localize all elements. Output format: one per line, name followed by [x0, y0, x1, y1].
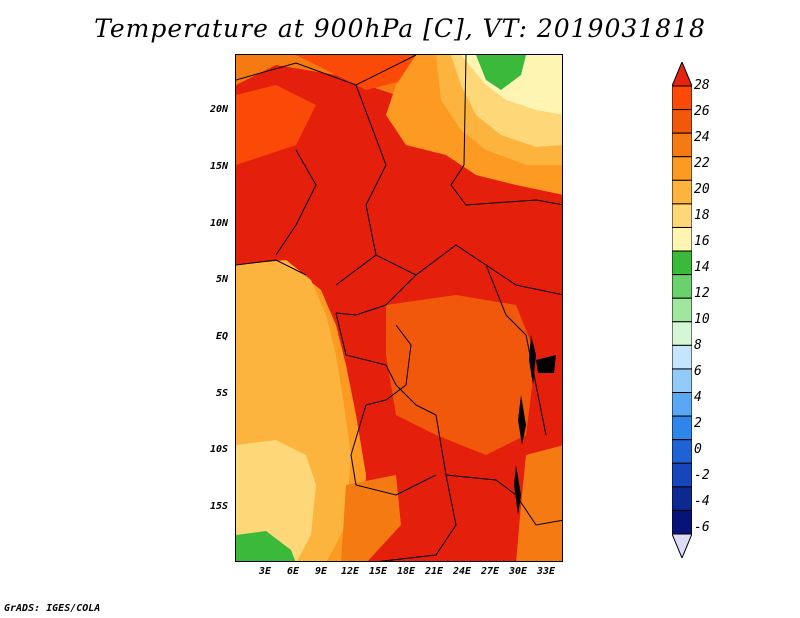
colorbar-box	[672, 439, 692, 464]
lon-label-15e: 15E	[368, 566, 388, 577]
lon-label-30e: 30E	[508, 566, 528, 577]
southwest-green	[236, 531, 296, 561]
colorbar-label-2: 2	[694, 416, 702, 431]
colorbar	[672, 62, 692, 558]
east-coast-orange	[516, 445, 562, 561]
temperature-map	[235, 54, 563, 562]
colorbar-label-22: 22	[694, 156, 710, 171]
lon-label-3e: 3E	[258, 566, 272, 577]
colorbar-box	[672, 85, 692, 111]
lon-label-18e: 18E	[396, 566, 416, 577]
colorbar-box	[672, 179, 692, 205]
northeast-pale-2	[536, 60, 562, 85]
colorbar-label-minus4: -4	[694, 494, 710, 509]
colorbar-box	[672, 462, 692, 488]
lat-label-15n: 15N	[209, 161, 228, 172]
colorbar-box	[672, 415, 692, 441]
west-sahel	[236, 85, 316, 165]
central-orange	[386, 295, 536, 455]
colorbar-label-26: 26	[694, 104, 710, 119]
lon-label-24e: 24E	[452, 566, 472, 577]
lat-label-5s: 5S	[215, 388, 228, 399]
colorbar-label-28: 28	[694, 78, 710, 93]
colorbar-boxes	[672, 85, 692, 535]
colorbar-label-minus2: -2	[694, 468, 710, 483]
colorbar-box	[672, 344, 692, 370]
lon-label-21e: 21E	[424, 566, 444, 577]
colorbar-max-arrow	[672, 62, 692, 87]
lakes	[514, 335, 556, 515]
grads-credit: GrADS: IGES/COLA	[4, 603, 101, 614]
colorbar-box	[672, 392, 692, 417]
colorbar-box	[672, 156, 692, 181]
colorbar-box	[672, 368, 692, 394]
colorbar-box	[672, 274, 692, 299]
lon-label-6e: 6E	[286, 566, 300, 577]
colorbar-box	[672, 226, 692, 252]
southwest-yellow	[236, 440, 316, 561]
map-title: Temperature at 900hPa [C], VT: 201903181…	[94, 14, 706, 43]
lat-label-10s: 10S	[209, 444, 228, 455]
northeast-green	[476, 55, 526, 90]
colorbar-label-20: 20	[694, 182, 710, 197]
lat-label-10n: 10N	[209, 218, 228, 229]
lon-label-27e: 27E	[480, 566, 500, 577]
lon-label-9e: 9E	[314, 566, 328, 577]
colorbar-box	[672, 109, 692, 134]
lon-label-33e: 33E	[536, 566, 556, 577]
colorbar-box	[672, 203, 692, 228]
colorbar-label-minus6: -6	[694, 520, 710, 535]
colorbar-box	[672, 321, 692, 346]
colorbar-label-16: 16	[694, 234, 710, 249]
colorbar-box	[672, 297, 692, 323]
colorbar-box	[672, 132, 692, 158]
colorbar-label-14: 14	[694, 260, 710, 275]
temperature-field	[236, 55, 562, 561]
colorbar-label-6: 6	[694, 364, 702, 379]
south-orange	[341, 475, 401, 561]
colorbar-box	[672, 509, 692, 535]
colorbar-label-8: 8	[694, 338, 702, 353]
colorbar-label-12: 12	[694, 286, 710, 301]
lat-label-20n: 20N	[209, 104, 228, 115]
colorbar-min-arrow	[672, 533, 692, 558]
colorbar-label-10: 10	[694, 312, 710, 327]
lat-label-eq: EQ	[215, 331, 228, 342]
colorbar-label-24: 24	[694, 130, 710, 145]
colorbar-label-4: 4	[694, 390, 702, 405]
country-borders	[236, 55, 562, 561]
lat-label-15s: 15S	[209, 501, 228, 512]
lon-label-12e: 12E	[340, 566, 360, 577]
colorbar-box	[672, 250, 692, 276]
colorbar-box	[672, 486, 692, 511]
colorbar-label-0: 0	[694, 442, 702, 457]
lat-label-5n: 5N	[215, 274, 228, 285]
colorbar-label-18: 18	[694, 208, 710, 223]
